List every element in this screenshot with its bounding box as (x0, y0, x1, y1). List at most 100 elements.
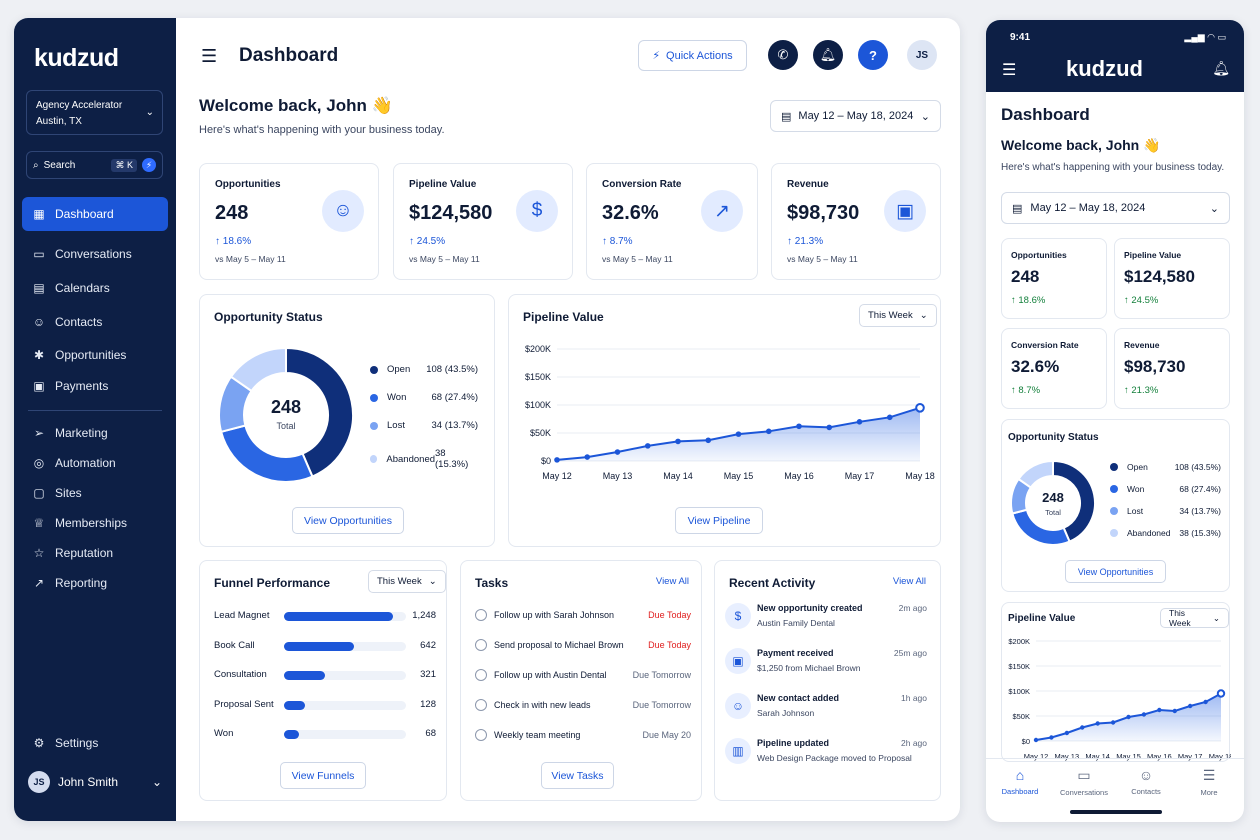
task-due: Due Tomorrow (632, 700, 691, 710)
brand-logo: kudzud (1066, 56, 1143, 81)
welcome-subtitle: Here's what's happening with your busine… (199, 124, 445, 136)
sidebar-item-automation[interactable]: ◎ Automation (22, 448, 168, 478)
sidebar-item-settings[interactable]: ⚙ Settings (22, 728, 168, 758)
activity-view-all-link[interactable]: View All (892, 576, 926, 587)
user-menu[interactable]: JS John Smith ⌄ (28, 768, 162, 796)
legend-label: Open (1127, 462, 1148, 472)
tab-dashboard[interactable]: ⌂ Dashboard (988, 767, 1052, 796)
task-checkbox[interactable] (475, 699, 487, 711)
sidebar-item-reputation[interactable]: ☆ Reputation (22, 538, 168, 568)
tab-conversations[interactable]: ▭ Conversations (1052, 767, 1116, 797)
view-pipeline-button[interactable]: View Pipeline (675, 507, 763, 534)
user-icon: ☺ (322, 190, 364, 232)
sidebar-item-sites[interactable]: ▢ Sites (22, 478, 168, 508)
legend-value: 68 (27.4%) (1179, 484, 1221, 494)
agency-switcher[interactable]: Agency Accelerator Austin, TX ⌄ (26, 90, 163, 135)
sidebar-item-payments[interactable]: ▣ Payments (22, 371, 168, 401)
kpi-card-conversion-rate: Conversion Rate 32.6% ↑ 8.7% vs May 5 – … (586, 163, 758, 280)
activity-item: ☺ New contact added Sarah Johnson 1h ago (725, 693, 927, 729)
legend-dot (370, 455, 378, 463)
data-point (1141, 712, 1147, 717)
view-opportunities-button[interactable]: View Opportunities (292, 507, 404, 534)
hamburger-icon[interactable]: ☰ (201, 46, 218, 66)
calendar-icon: ▤ (33, 281, 45, 295)
bell-icon[interactable]: 🔔︎ (1212, 60, 1230, 76)
data-point (554, 457, 560, 463)
sidebar-item-conversations[interactable]: ▭ Conversations (22, 239, 168, 269)
funnel-label: Consultation (214, 669, 267, 680)
legend-value: 38 (15.3%) (1179, 528, 1221, 538)
data-point (1049, 735, 1054, 740)
pipeline-period-select[interactable]: This Week ⌄ (1160, 608, 1229, 628)
sidebar-item-label: Settings (55, 736, 99, 750)
view-funnels-button[interactable]: View Funnels (280, 762, 366, 789)
view-opportunities-button[interactable]: View Opportunities (1065, 560, 1166, 583)
search-placeholder: Search (43, 159, 76, 171)
date-range-picker[interactable]: ▤ May 12 – May 18, 2024 ⌄ (770, 100, 941, 132)
tab-more[interactable]: ☰ More (1177, 767, 1241, 797)
kpi-label: Opportunities (215, 179, 281, 190)
date-range-picker[interactable]: ▤ May 12 – May 18, 2024 ⌄ (1001, 192, 1230, 224)
task-checkbox[interactable] (475, 669, 487, 681)
funnel-label: Proposal Sent (214, 698, 274, 710)
avatar[interactable]: JS (907, 40, 937, 70)
chevron-down-icon: ⌄ (428, 576, 437, 587)
kpi-value: $98,730 (1124, 357, 1186, 376)
legend-item: Abandoned 38 (15.3%) (1110, 528, 1221, 538)
chevron-down-icon: ⌄ (919, 310, 928, 321)
payments-icon: ▣ (33, 379, 45, 393)
donut-total-label: Total (276, 421, 296, 431)
calendar-icon: ▤ (781, 110, 792, 123)
phone-button[interactable]: ✆ (768, 40, 798, 70)
card-title: Opportunity Status (1008, 432, 1099, 443)
tasks-view-all-link[interactable]: View All (655, 576, 689, 587)
search-icon: ⌕ (33, 159, 39, 171)
kpi-compare: vs May 5 – May 11 (787, 254, 858, 264)
kpi-compare: vs May 5 – May 11 (215, 254, 286, 264)
bar-chart-icon: ▥ (725, 738, 751, 764)
avatar: JS (28, 771, 50, 793)
bolt-icon[interactable]: ⚡ (142, 158, 156, 172)
sidebar-item-opportunities[interactable]: ✱ Opportunities (22, 340, 168, 370)
legend-label: Won (1127, 484, 1145, 494)
date-range-label: May 12 – May 18, 2024 (798, 110, 914, 122)
pipeline-period-select[interactable]: This Week ⌄ (859, 304, 937, 327)
hamburger-icon[interactable]: ☰ (1002, 62, 1017, 79)
data-point (675, 438, 681, 445)
task-due: Due May 20 (642, 730, 691, 740)
home-indicator (1070, 810, 1162, 814)
sidebar: kudzud Agency Accelerator Austin, TX ⌄ ⌕… (14, 18, 176, 821)
sidebar-item-dashboard[interactable]: ▦ Dashboard (22, 197, 168, 231)
kpi-change: ↑ 18.6% (215, 236, 252, 247)
activity-title: Pipeline updated (757, 738, 830, 748)
search-box[interactable]: ⌕ Search ⌘ K ⚡ (26, 151, 163, 179)
funnel-track (284, 671, 406, 680)
sidebar-item-calendars[interactable]: ▤ Calendars (22, 273, 168, 303)
kpi-label: Conversion Rate (1011, 340, 1079, 350)
legend-dot (1110, 463, 1118, 471)
data-point (1157, 707, 1162, 713)
page-title: Dashboard (1001, 105, 1090, 124)
kpi-value: $98,730 (787, 202, 860, 224)
sidebar-item-memberships[interactable]: ♕ Memberships (22, 508, 168, 538)
task-checkbox[interactable] (475, 639, 487, 651)
task-checkbox[interactable] (475, 609, 487, 621)
task-checkbox[interactable] (475, 729, 487, 741)
kpi-label: Revenue (787, 179, 829, 190)
view-tasks-button[interactable]: View Tasks (541, 762, 614, 789)
funnel-value: 1,248 (412, 610, 436, 621)
sidebar-item-marketing[interactable]: ➢ Marketing (22, 418, 168, 448)
sidebar-item-reporting[interactable]: ↗ Reporting (22, 568, 168, 598)
funnel-period-select[interactable]: This Week ⌄ (368, 570, 446, 593)
task-due: Due Today (648, 610, 691, 620)
help-button[interactable]: ? (858, 40, 888, 70)
quick-actions-button[interactable]: ⚡ Quick Actions (638, 40, 747, 71)
kpi-change: ↑ 18.6% (1011, 295, 1046, 306)
x-tick-label: May 15 (1116, 752, 1141, 761)
sidebar-item-contacts[interactable]: ☺ Contacts (22, 307, 168, 337)
kpi-label: Pipeline Value (409, 179, 477, 190)
tab-contacts[interactable]: ☺ Contacts (1114, 767, 1178, 796)
kpi-value: 248 (1011, 267, 1040, 286)
funnel-row: Won 68 (214, 727, 436, 741)
notifications-button[interactable]: 🔔︎ (813, 40, 843, 70)
